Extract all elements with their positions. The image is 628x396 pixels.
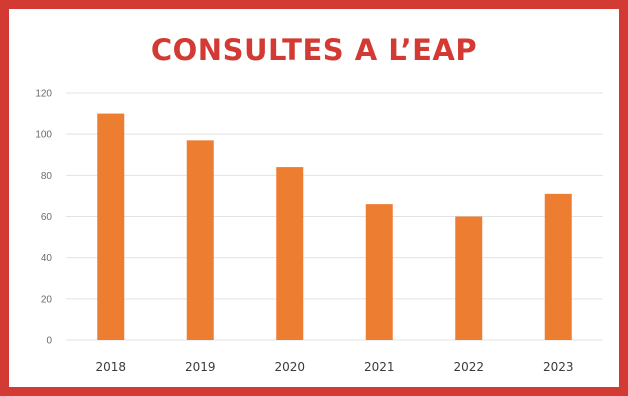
chart-title: CONSULTES A L’EAP	[150, 33, 478, 67]
bar-2019	[186, 140, 214, 340]
y-tick-label: 80	[41, 171, 53, 182]
y-tick-label: 0	[46, 336, 52, 347]
y-tick-label: 120	[35, 89, 52, 100]
x-tick-label: 2023	[543, 360, 574, 374]
bars	[97, 113, 572, 340]
y-axis-tick-labels: 0 20 40 60 80 100 120	[35, 89, 52, 347]
y-tick-label: 40	[41, 253, 53, 264]
x-axis-tick-labels: 2018 2019 2020 2021 2022 2023	[95, 360, 573, 374]
x-tick-label: 2022	[453, 360, 484, 374]
y-tick-label: 20	[41, 294, 53, 305]
bar-2021	[365, 204, 393, 340]
x-tick-label: 2019	[185, 360, 216, 374]
bar-2018	[97, 113, 125, 340]
bar-2020	[276, 167, 304, 340]
bar-2023	[544, 193, 572, 340]
gridlines	[66, 92, 603, 341]
bar-2022	[455, 216, 483, 340]
x-tick-label: 2018	[95, 360, 126, 374]
x-tick-label: 2021	[364, 360, 395, 374]
x-tick-label: 2020	[274, 360, 305, 374]
y-tick-label: 60	[41, 212, 53, 223]
y-tick-label: 100	[35, 130, 52, 141]
